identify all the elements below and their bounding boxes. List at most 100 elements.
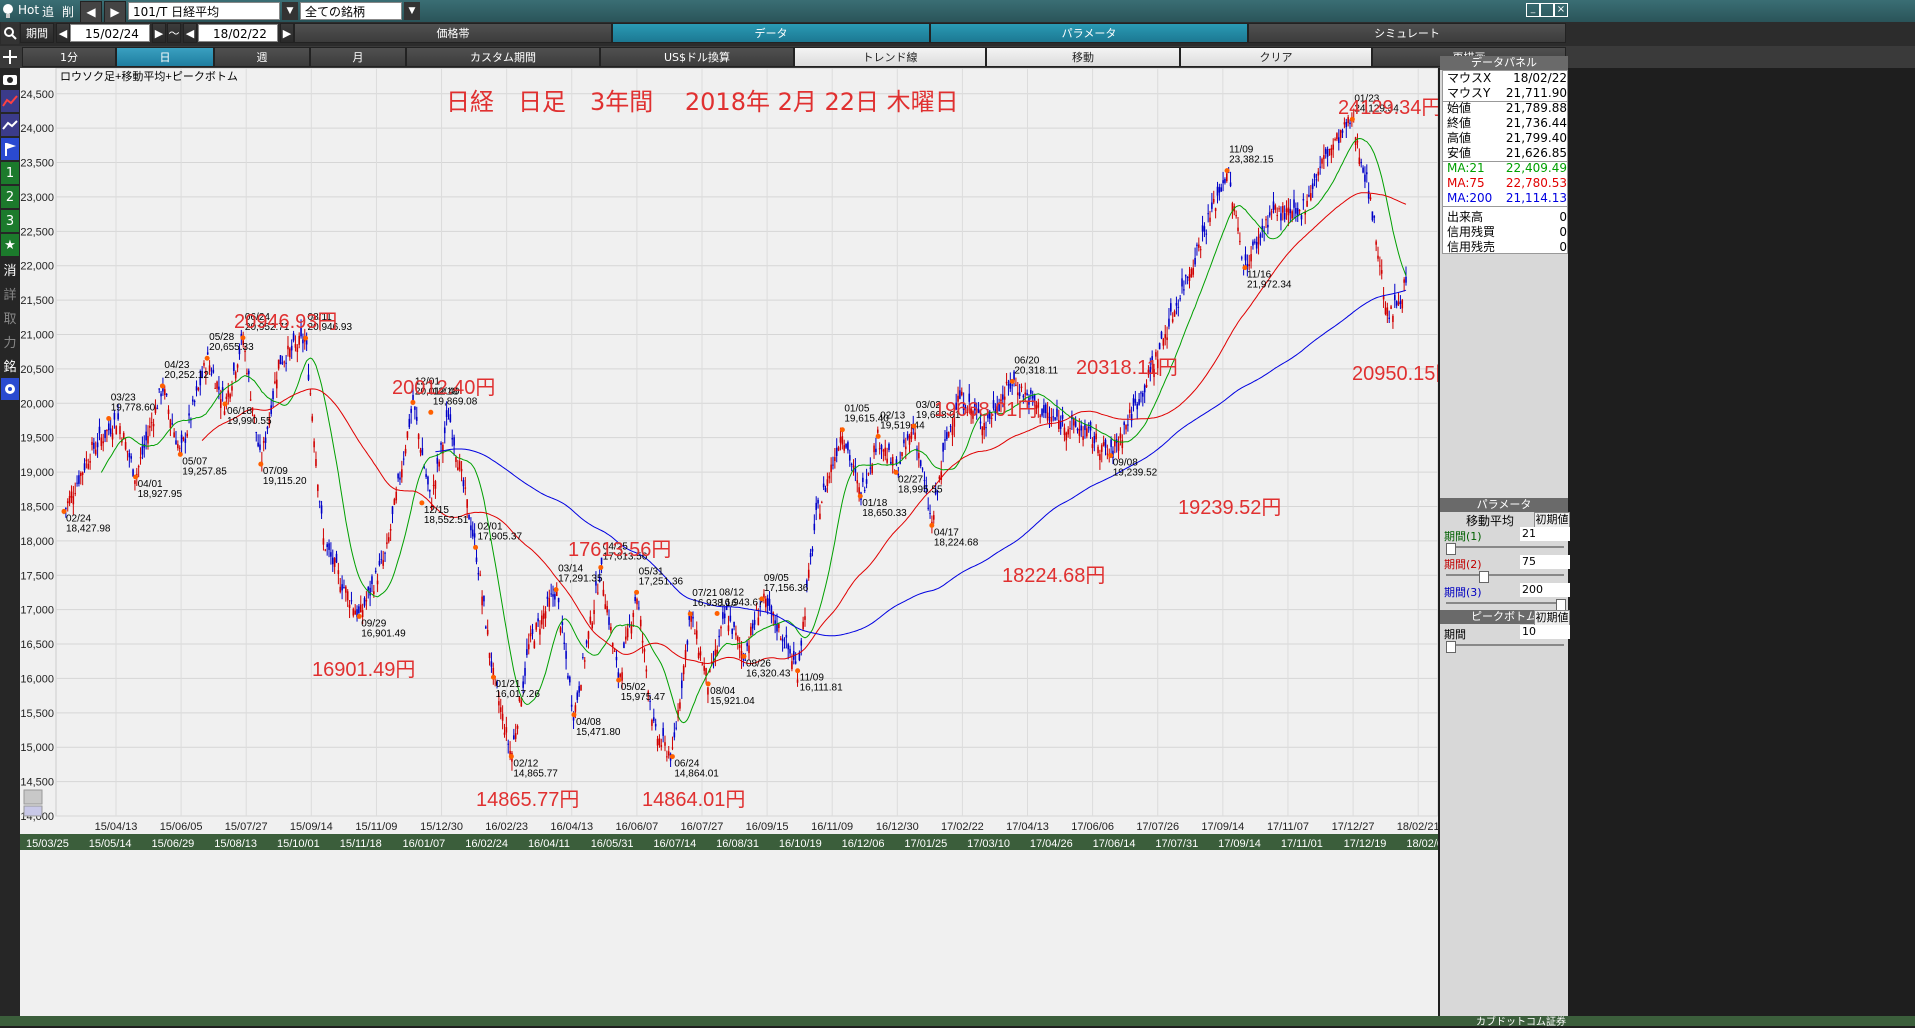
hot-button[interactable]: Hot bbox=[18, 3, 40, 17]
range-day-button[interactable]: 日 bbox=[116, 47, 214, 67]
candle-body bbox=[468, 514, 470, 520]
candle-body bbox=[1125, 424, 1127, 430]
candle-body bbox=[210, 373, 213, 375]
pb-period-input[interactable]: 10 bbox=[1520, 625, 1570, 639]
power-button[interactable]: 力 bbox=[3, 335, 17, 351]
prev-icon[interactable]: ◀ bbox=[80, 1, 102, 23]
trendline-button[interactable]: トレンド線 bbox=[794, 47, 986, 67]
window-minimize-icon[interactable]: _ bbox=[1526, 3, 1540, 17]
move-button[interactable]: 移動 bbox=[986, 47, 1180, 67]
p2-slider-thumb[interactable] bbox=[1479, 571, 1489, 583]
candle-body bbox=[744, 659, 747, 661]
range-week-button[interactable]: 週 bbox=[214, 47, 310, 67]
start-date-input[interactable]: 15/02/24 bbox=[70, 24, 150, 42]
candle-body bbox=[608, 617, 610, 625]
preset-2-button[interactable]: 2 bbox=[1, 186, 19, 208]
clear-button[interactable]: クリア bbox=[1180, 47, 1372, 67]
detail-button[interactable]: 詳 bbox=[3, 287, 17, 303]
p1-slider-thumb[interactable] bbox=[1446, 543, 1456, 555]
title-bar: Hot 追 削 ◀ ▶ 101/T 日経平均 ▼ 全ての銘柄 ▼ _ × bbox=[0, 0, 1915, 23]
preset-3-button[interactable]: 3 bbox=[1, 210, 19, 232]
delete-button[interactable]: 削 bbox=[62, 5, 75, 19]
range-month-button[interactable]: 月 bbox=[310, 47, 406, 67]
candle-body bbox=[1343, 122, 1346, 125]
candle-body bbox=[139, 457, 142, 459]
bulb-icon[interactable] bbox=[2, 3, 14, 19]
peak-value-label: 19,668.01 bbox=[916, 410, 961, 421]
settings-gear-icon[interactable] bbox=[1, 378, 19, 400]
end-prev-icon[interactable]: ◀ bbox=[183, 23, 197, 43]
star-icon[interactable]: ★ bbox=[1, 234, 19, 256]
code-input[interactable]: 101/T 日経平均 bbox=[128, 2, 280, 20]
window-maximize-icon[interactable] bbox=[1540, 3, 1554, 17]
filter-dropdown-icon[interactable]: ▼ bbox=[404, 2, 420, 20]
x-tick-label: 16/07/27 bbox=[681, 821, 724, 833]
p3-slider[interactable] bbox=[1446, 599, 1566, 611]
peak-value-label: 16,943.67 bbox=[719, 598, 764, 609]
trend-icon[interactable] bbox=[1, 114, 19, 136]
candle-body bbox=[858, 487, 860, 496]
candle-body bbox=[1132, 398, 1135, 406]
ma-init-button[interactable]: 初期値 bbox=[1534, 512, 1570, 528]
candle-body bbox=[968, 393, 971, 402]
peak-date-label: 04/17 bbox=[934, 527, 959, 538]
erase-button[interactable]: 消 bbox=[3, 263, 17, 279]
trade-button[interactable]: 取 bbox=[3, 311, 17, 327]
p2-input[interactable]: 75 bbox=[1520, 555, 1570, 569]
add-button[interactable]: 追 bbox=[42, 5, 55, 19]
candle-body bbox=[436, 457, 439, 464]
camera-icon[interactable] bbox=[1, 68, 19, 90]
range-1min-button[interactable]: 1分 bbox=[22, 47, 116, 67]
start-next-icon[interactable]: ▶ bbox=[152, 23, 166, 43]
preset-1-button[interactable]: 1 bbox=[1, 162, 19, 184]
next-icon[interactable]: ▶ bbox=[104, 1, 126, 23]
candle-body bbox=[488, 652, 491, 659]
p1-input[interactable]: 21 bbox=[1520, 527, 1570, 541]
candle-body bbox=[1130, 414, 1133, 421]
candle-body bbox=[522, 681, 524, 688]
pb-slider[interactable] bbox=[1446, 641, 1564, 653]
candle-body bbox=[337, 570, 340, 575]
candle-body bbox=[1229, 182, 1232, 187]
p1-slider[interactable] bbox=[1446, 543, 1564, 555]
x-tick-label-bottom: 15/11/18 bbox=[340, 838, 382, 850]
candle-body bbox=[233, 363, 235, 371]
candle-body bbox=[822, 483, 825, 488]
start-prev-icon[interactable]: ◀ bbox=[56, 23, 70, 43]
search-icon[interactable] bbox=[1, 22, 19, 44]
datapanel-value: 21,789.88 bbox=[1505, 101, 1567, 115]
filter-select[interactable]: 全ての銘柄 bbox=[300, 2, 402, 20]
end-date-input[interactable]: 18/02/22 bbox=[198, 24, 278, 42]
window-close-icon[interactable]: × bbox=[1554, 3, 1568, 17]
candle-body bbox=[401, 469, 403, 478]
y-tick-label: 24,000 bbox=[20, 123, 54, 135]
candle-body bbox=[1399, 301, 1402, 304]
candle-body bbox=[257, 442, 259, 447]
code-dropdown-icon[interactable]: ▼ bbox=[282, 2, 298, 20]
stock-button[interactable]: 銘 bbox=[3, 359, 17, 375]
stock-chart[interactable]: 24,500 24,000 23,500 23,000 22,500 22,000 21,5… bbox=[20, 67, 1455, 1016]
candle-body bbox=[1067, 429, 1069, 435]
peak-value-label: 19,615.40 bbox=[844, 414, 889, 425]
chart-svg[interactable]: 24,500 24,000 23,500 23,000 22,500 22,000 21,5… bbox=[20, 67, 1455, 1016]
tab-data[interactable]: データ bbox=[612, 23, 930, 43]
p3-input[interactable]: 200 bbox=[1520, 583, 1570, 597]
candle-body bbox=[496, 681, 498, 686]
crosshair-icon[interactable] bbox=[1, 46, 19, 68]
tab-simulate[interactable]: シミュレート bbox=[1248, 23, 1566, 43]
custom-period-button[interactable]: カスタム期間 bbox=[406, 47, 600, 67]
pb-slider-thumb[interactable] bbox=[1446, 641, 1456, 653]
peak-date-label: 05/31 bbox=[639, 566, 664, 577]
tab-parameter[interactable]: パラメータ bbox=[930, 23, 1248, 43]
candle-body bbox=[819, 513, 821, 520]
peak-marker bbox=[875, 433, 881, 439]
end-next-icon[interactable]: ▶ bbox=[280, 23, 294, 43]
flag-icon[interactable] bbox=[1, 138, 19, 160]
pb-init-button[interactable]: 初期値 bbox=[1534, 610, 1570, 626]
tab-price-band[interactable]: 価格帯 bbox=[294, 23, 612, 43]
candle-body bbox=[236, 364, 239, 368]
usd-convert-button[interactable]: US$ドル換算 bbox=[600, 47, 794, 67]
datapanel-key: 信用残売 bbox=[1447, 240, 1496, 254]
line-chart-icon[interactable] bbox=[1, 90, 19, 112]
p2-slider[interactable] bbox=[1446, 571, 1564, 583]
